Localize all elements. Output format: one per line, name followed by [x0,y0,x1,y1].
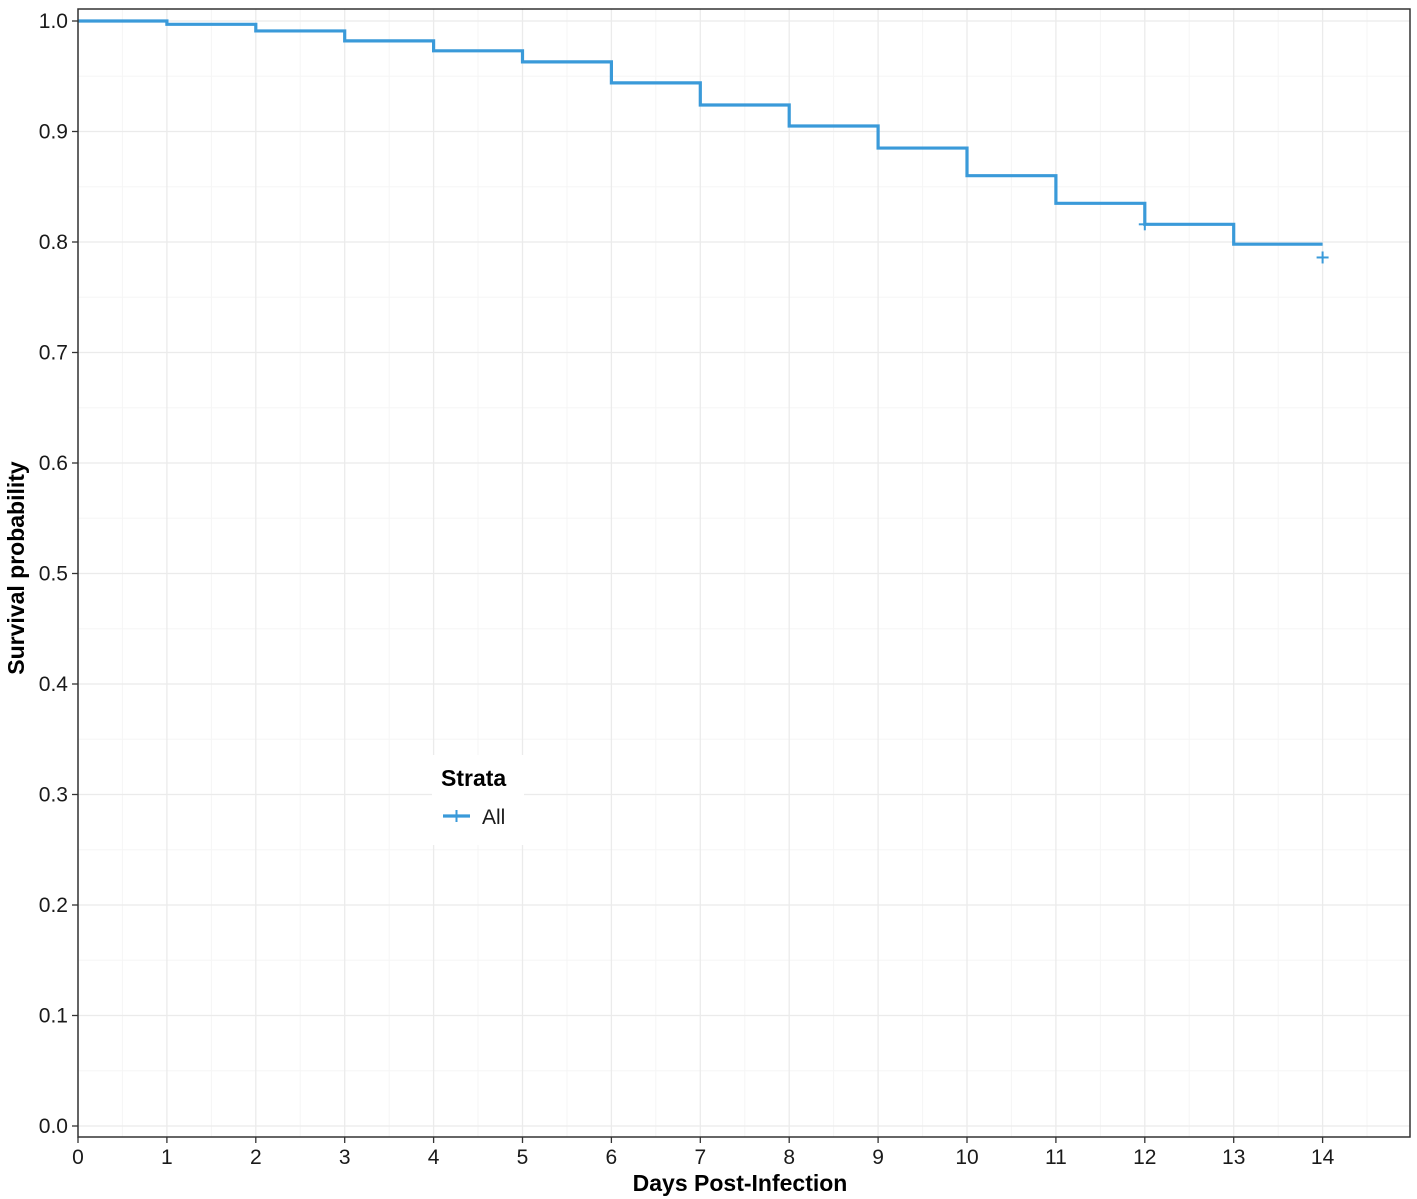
x-tick-label: 12 [1133,1146,1156,1169]
legend-background [432,755,524,845]
series-layer [78,19,1329,264]
y-tick-label: 1.0 [39,10,68,33]
y-tick-label: 0.2 [39,894,68,917]
legend: Strata All [432,755,524,845]
y-tick-label: 0.8 [39,231,68,254]
legend-title: Strata [441,765,506,791]
survival-step-line [78,19,1323,246]
x-tick-label: 13 [1222,1146,1245,1169]
x-tick-label: 0 [72,1146,84,1169]
x-tick-label: 3 [339,1146,351,1169]
x-tick-label: 1 [161,1146,173,1169]
x-tick-label: 6 [606,1146,618,1169]
x-tick-label: 9 [872,1146,884,1169]
y-axis-title: Survival probability [3,461,29,675]
y-tick-label: 0.7 [39,342,68,365]
y-tick-label: 0.0 [39,1115,68,1138]
y-tick-label: 0.5 [39,563,68,586]
legend-label-all: All [482,806,505,829]
y-tick-label: 0.4 [39,673,69,696]
x-tick-label: 10 [955,1146,978,1169]
y-tick-label: 0.9 [39,121,68,144]
x-tick-label: 14 [1311,1146,1335,1169]
x-tick-label: 7 [694,1146,706,1169]
legend-key-all [443,810,470,822]
x-tick-label: 5 [517,1146,529,1169]
y-tick-label: 0.6 [39,452,68,475]
x-tick-label: 4 [428,1146,440,1169]
x-tick-label: 2 [250,1146,262,1169]
x-tick-label: 11 [1045,1146,1067,1169]
y-tick-label: 0.3 [39,784,68,807]
y-tick-label: 0.1 [39,1005,68,1028]
x-axis-title: Days Post-Infection [633,1170,848,1196]
y-axis-ticks: 0.0 0.1 0.2 0.3 0.4 0.5 0.6 0.7 0.8 0.9 1.0 [39,10,78,1138]
x-axis-ticks: 0 1 2 3 4 5 6 7 8 9 10 11 12 13 14 [72,1137,1335,1169]
x-tick-label: 8 [783,1146,795,1169]
